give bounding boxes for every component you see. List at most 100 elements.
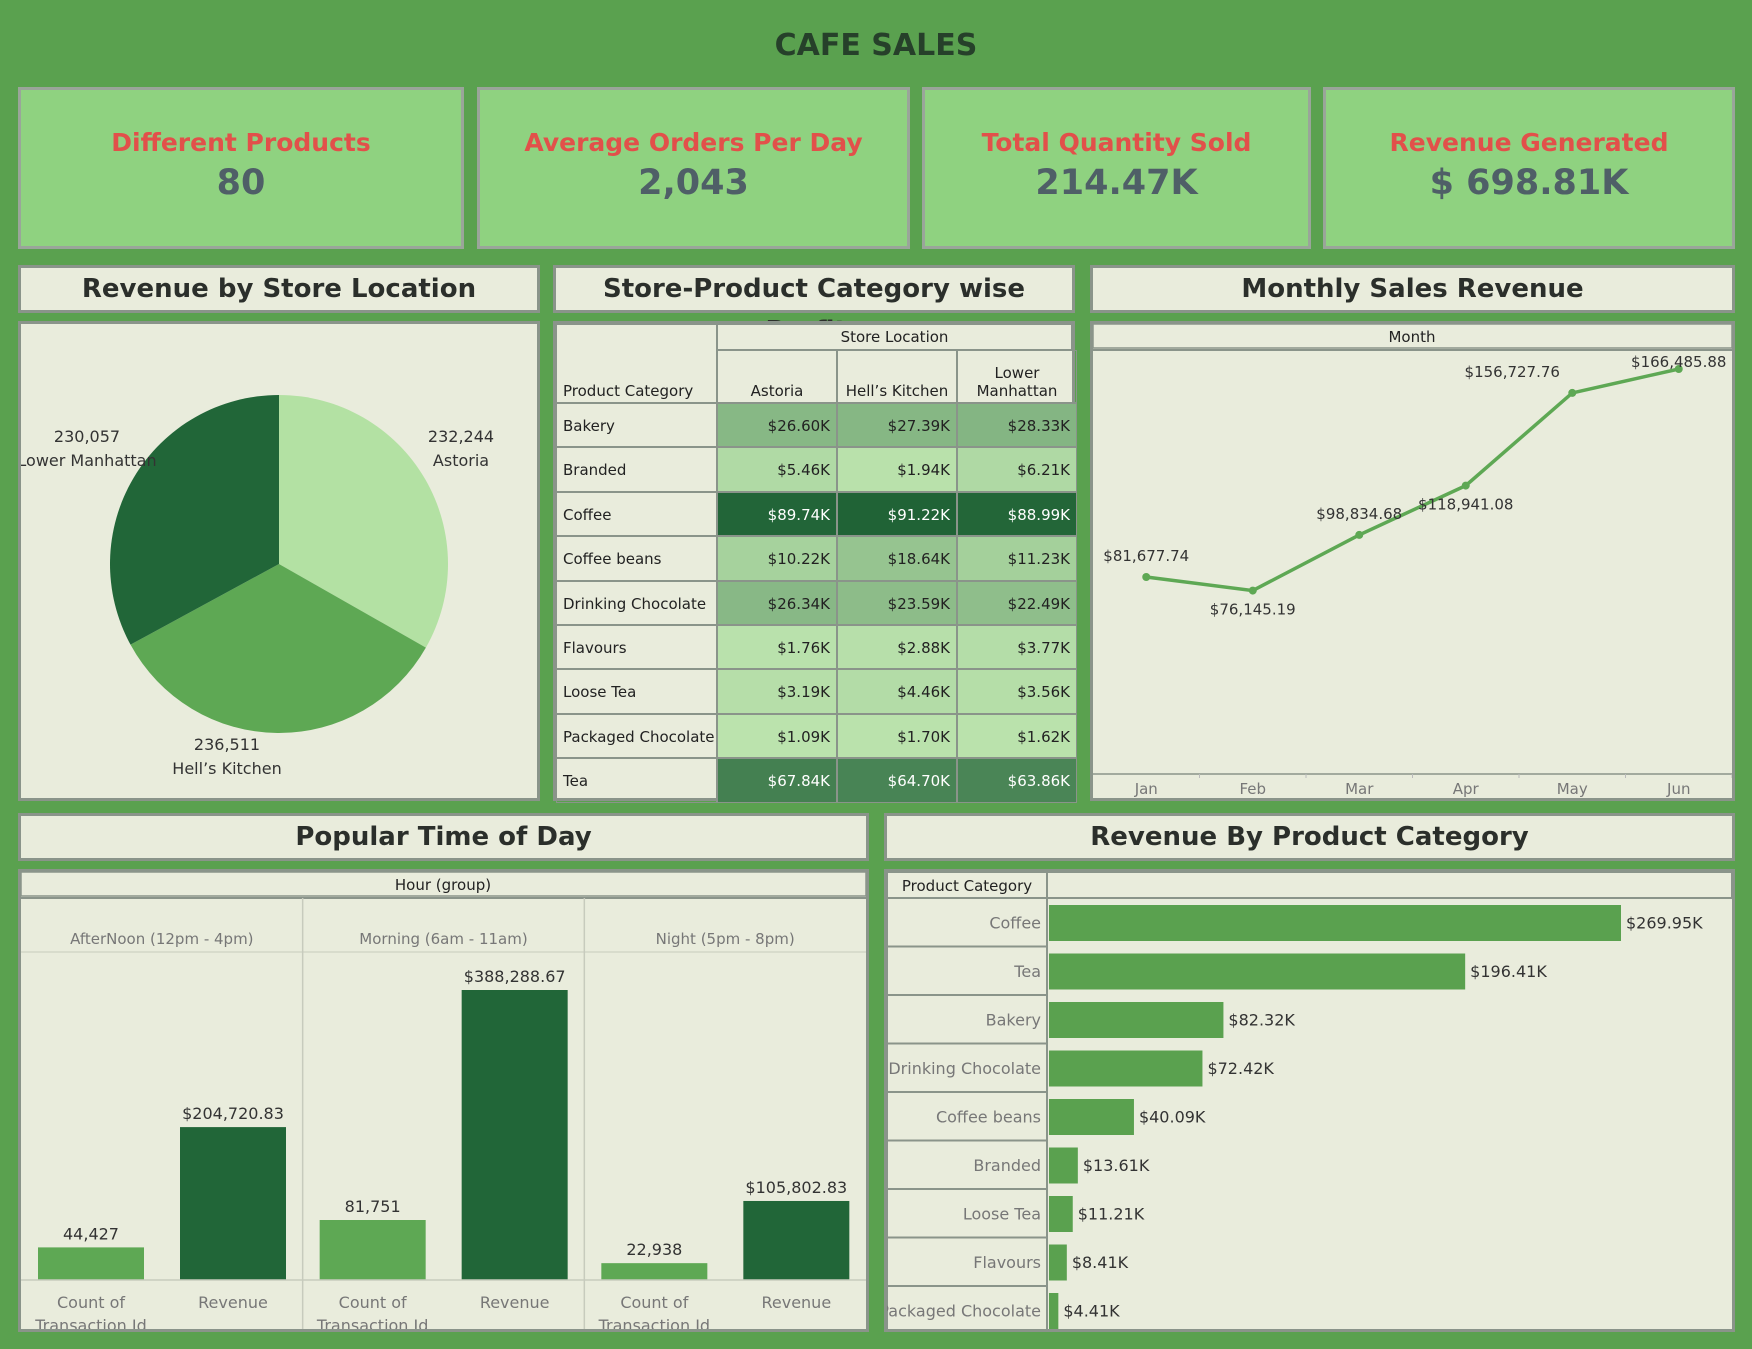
heatmap-row-label: Coffee beans: [556, 536, 717, 581]
heatmap-cell[interactable]: $67.84K: [717, 758, 837, 803]
category-value-label: $269.95K: [1626, 913, 1703, 932]
category-value-label: $40.09K: [1139, 1107, 1206, 1126]
heatmap-cell[interactable]: $26.34K: [717, 580, 837, 625]
pie-slice[interactable]: [109, 395, 279, 645]
group-label: AfterNoon (12pm - 4pm): [70, 930, 253, 948]
pie-slice[interactable]: [130, 564, 426, 733]
heatmap-cell[interactable]: $1.94K: [837, 447, 957, 492]
kpi-total-quantity: Total Quantity Sold 214.47K: [922, 87, 1311, 249]
pie-slice[interactable]: [279, 395, 448, 648]
measure-label: Revenue: [761, 1293, 831, 1312]
category-bar[interactable]: [1049, 1099, 1134, 1135]
time-of-day-bar[interactable]: [743, 1200, 850, 1280]
category-label: Coffee beans: [936, 1107, 1041, 1126]
category-bar[interactable]: [1049, 1196, 1073, 1232]
category-value-label: $72.42K: [1207, 1059, 1274, 1078]
group-axis-title: Hour (group): [395, 876, 491, 894]
heatmap-cell[interactable]: $27.39K: [837, 403, 957, 448]
category-bar[interactable]: [1049, 1244, 1067, 1281]
heatmap-table: Store Location Product Category Astoria Hel…: [556, 324, 1077, 803]
bar-value-label: $105,802.83: [745, 1178, 847, 1197]
heatmap-row-label: Coffee: [556, 491, 717, 537]
category-bar[interactable]: [1049, 953, 1466, 990]
heatmap-cell[interactable]: $3.19K: [717, 669, 837, 714]
x-tick-label: Jan: [1134, 780, 1158, 798]
heatmap-cell[interactable]: $91.22K: [837, 491, 957, 537]
revenue-by-category-chart: Product Category Coffee $269.95K Tea $196.41…: [887, 872, 1732, 1329]
heatmap-cell[interactable]: $28.33K: [957, 403, 1077, 448]
line-point[interactable]: [1355, 530, 1364, 539]
category-bar[interactable]: [1049, 1050, 1203, 1087]
line-data-label: $118,941.08: [1418, 496, 1513, 514]
category-value-label: $196.41K: [1470, 962, 1547, 981]
heatmap-cell[interactable]: $5.46K: [717, 447, 837, 492]
heatmap-cell[interactable]: $18.64K: [837, 536, 957, 581]
heatmap-row-label: Packaged Chocolate: [556, 713, 717, 759]
heatmap-cell[interactable]: $6.21K: [957, 447, 1077, 492]
heatmap-cell[interactable]: $1.09K: [717, 713, 837, 759]
kpi-value: 214.47K: [1035, 163, 1198, 203]
heatmap-cell[interactable]: $64.70K: [837, 758, 957, 803]
measure-label: Transaction Id: [598, 1316, 711, 1329]
heatmap-cell[interactable]: $10.22K: [717, 536, 837, 581]
line-point[interactable]: [1142, 573, 1151, 581]
line-data-label: $156,727.76: [1465, 363, 1560, 381]
panel-title-monthly: Monthly Sales Revenue: [1090, 265, 1735, 313]
heatmap-row-label: Bakery: [556, 403, 717, 448]
line-point[interactable]: [1674, 365, 1683, 373]
heatmap-row-label: Drinking Chocolate: [556, 580, 717, 625]
monthly-panel: Month $81,677.74 Jan $76,145.19 Feb $98,834.6…: [1090, 321, 1735, 801]
category-value-label: $4.41K: [1063, 1301, 1120, 1320]
heatmap-cell[interactable]: $3.56K: [957, 669, 1077, 714]
panel-title-by-category: Revenue By Product Category: [884, 813, 1735, 861]
column-group-header: Store Location: [717, 324, 1072, 350]
time-of-day-bar[interactable]: [180, 1127, 286, 1280]
heatmap-row-label: Flavours: [556, 625, 717, 670]
category-label: Packaged Chocolate: [887, 1301, 1041, 1320]
line-series: [1146, 367, 1680, 593]
heatmap-cell[interactable]: $23.59K: [837, 580, 957, 625]
category-bar[interactable]: [1049, 1293, 1059, 1329]
category-bar[interactable]: [1049, 905, 1621, 941]
heatmap-cell[interactable]: $11.23K: [957, 536, 1077, 581]
line-point[interactable]: [1568, 388, 1577, 397]
monthly-line-chart: Month $81,677.74 Jan $76,145.19 Feb $98,834.6…: [1093, 324, 1732, 798]
kpi-label: Revenue Generated: [1389, 128, 1669, 157]
heatmap-cell[interactable]: $2.88K: [837, 625, 957, 670]
heatmap-cell[interactable]: $89.74K: [717, 491, 837, 537]
time-of-day-bar[interactable]: [461, 990, 568, 1280]
x-tick-label: Mar: [1345, 780, 1374, 798]
time-of-day-bar[interactable]: [38, 1247, 144, 1280]
heatmap-cell[interactable]: $1.76K: [717, 625, 837, 670]
pie-value-label: 232,244: [428, 427, 494, 446]
kpi-label: Different Products: [111, 128, 371, 157]
category-bar[interactable]: [1049, 1002, 1224, 1038]
group-label: Night (5pm - 8pm): [656, 930, 795, 948]
row-header: Product Category: [902, 877, 1032, 895]
heatmap-cell[interactable]: $4.46K: [837, 669, 957, 714]
category-label: Branded: [973, 1156, 1041, 1175]
bar-value-label: 44,427: [63, 1224, 119, 1243]
heatmap-cell[interactable]: $26.60K: [717, 403, 837, 448]
kpi-value: 80: [216, 163, 266, 203]
time-of-day-bar[interactable]: [319, 1220, 426, 1280]
kpi-value: 2,043: [638, 163, 749, 203]
heatmap-cell[interactable]: $22.49K: [957, 580, 1077, 625]
line-point[interactable]: [1248, 586, 1257, 595]
column-header: Astoria: [717, 350, 837, 403]
measure-label: Count of: [57, 1293, 125, 1312]
category-label: Loose Tea: [963, 1204, 1041, 1223]
heatmap-cell[interactable]: $88.99K: [957, 491, 1077, 537]
category-bar[interactable]: [1049, 1147, 1078, 1184]
heatmap-cell[interactable]: $1.62K: [957, 713, 1077, 759]
heatmap-cell[interactable]: $3.77K: [957, 625, 1077, 670]
pie-value-label: 236,511: [194, 735, 260, 754]
bar-value-label: $204,720.83: [182, 1104, 284, 1123]
heatmap-cell[interactable]: $63.86K: [957, 758, 1077, 803]
time-of-day-bar[interactable]: [601, 1263, 708, 1280]
measure-label: Transaction Id: [34, 1316, 147, 1329]
heatmap-cell[interactable]: $1.70K: [837, 713, 957, 759]
x-tick-label: Jun: [1666, 780, 1690, 798]
heatmap-row-label: Tea: [556, 758, 717, 803]
line-point[interactable]: [1461, 481, 1470, 490]
